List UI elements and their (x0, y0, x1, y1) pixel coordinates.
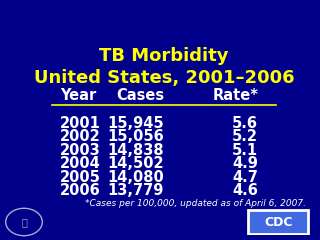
Text: 14,502: 14,502 (108, 156, 164, 171)
Text: 14,838: 14,838 (108, 143, 164, 158)
Text: Rate*: Rate* (212, 88, 258, 103)
Text: 15,056: 15,056 (107, 129, 164, 144)
Text: *Cases per 100,000, updated as of April 6, 2007.: *Cases per 100,000, updated as of April … (84, 199, 306, 208)
Text: 🦅: 🦅 (21, 217, 27, 227)
Text: Cases: Cases (116, 88, 164, 103)
Text: 4.9: 4.9 (232, 156, 258, 171)
Text: 4.6: 4.6 (232, 183, 258, 198)
Text: Year: Year (60, 88, 96, 103)
Text: 2002: 2002 (60, 129, 100, 144)
Text: 2006: 2006 (60, 183, 100, 198)
Text: TB Morbidity
United States, 2001–2006: TB Morbidity United States, 2001–2006 (34, 47, 294, 88)
Text: 2004: 2004 (60, 156, 100, 171)
Text: 13,779: 13,779 (108, 183, 164, 198)
Text: 14,080: 14,080 (107, 170, 164, 185)
Text: CDC: CDC (264, 216, 293, 228)
Text: 2001: 2001 (60, 116, 101, 131)
Text: 5.2: 5.2 (232, 129, 258, 144)
Text: 5.1: 5.1 (232, 143, 258, 158)
Text: 5.6: 5.6 (232, 116, 258, 131)
Text: 2003: 2003 (60, 143, 100, 158)
Text: 4.7: 4.7 (232, 170, 258, 185)
FancyBboxPatch shape (248, 210, 308, 234)
Text: 15,945: 15,945 (108, 116, 164, 131)
Text: 2005: 2005 (60, 170, 101, 185)
